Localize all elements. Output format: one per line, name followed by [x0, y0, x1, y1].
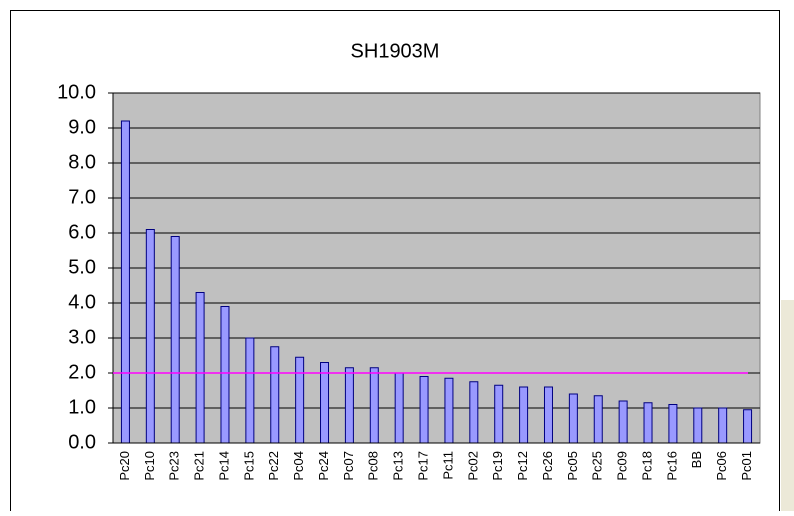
- x-tick-label: Pc02: [465, 451, 480, 481]
- x-tick-label: Pc04: [291, 451, 306, 481]
- x-tick-label: Pc23: [167, 451, 182, 481]
- y-tick-label: 6.0: [68, 221, 96, 243]
- bar: [419, 376, 429, 444]
- bar: [543, 386, 553, 444]
- x-tick-label: Pc17: [415, 451, 430, 481]
- x-tick-label: Pc13: [391, 451, 406, 481]
- x-tick-label: Pc16: [664, 451, 679, 481]
- bar: [320, 362, 330, 444]
- x-tick-label: Pc08: [366, 451, 381, 481]
- bar: [593, 395, 603, 444]
- bar: [718, 407, 728, 444]
- bar: [344, 367, 354, 444]
- bar: [394, 372, 404, 444]
- x-tick-label: Pc14: [216, 451, 231, 481]
- bar: [668, 404, 678, 444]
- bar: [220, 306, 230, 444]
- bar: [295, 356, 305, 444]
- bar: [145, 229, 155, 444]
- y-tick-label: 7.0: [68, 186, 96, 208]
- bar: [195, 292, 205, 444]
- x-tick-label: Pc21: [192, 451, 207, 481]
- y-tick-label: 4.0: [68, 291, 96, 313]
- x-tick-label: Pc15: [241, 451, 256, 481]
- bar: [618, 400, 628, 444]
- x-tick-label: BB: [689, 451, 704, 468]
- bar: [270, 346, 280, 444]
- bar: [743, 409, 753, 444]
- bar: [245, 337, 255, 444]
- y-tick-label: 8.0: [68, 151, 96, 173]
- x-tick-label: Pc01: [739, 451, 754, 481]
- x-tick-label: Pc26: [540, 451, 555, 481]
- y-tick-label: 1.0: [68, 396, 96, 418]
- x-tick-label: Pc06: [714, 451, 729, 481]
- bar: [444, 377, 454, 444]
- y-tick-label: 0.0: [68, 431, 96, 453]
- bar: [643, 402, 653, 444]
- x-tick-label: Pc18: [639, 451, 654, 481]
- x-tick-label: Pc24: [316, 451, 331, 481]
- x-tick-label: Pc20: [117, 451, 132, 481]
- bar: [693, 407, 703, 444]
- scrollbar: [781, 300, 794, 511]
- x-tick-label: Pc05: [565, 451, 580, 481]
- x-tick-label: Pc22: [266, 451, 281, 481]
- y-tick-label: 3.0: [68, 326, 96, 348]
- y-tick-label: 5.0: [68, 256, 96, 278]
- bar: [469, 381, 479, 444]
- bar: [369, 367, 379, 444]
- bar: [170, 236, 180, 444]
- bar: [568, 393, 578, 444]
- bar: [494, 384, 504, 444]
- y-tick-label: 2.0: [68, 361, 96, 383]
- x-tick-label: Pc10: [142, 451, 157, 481]
- x-tick-label: Pc07: [341, 451, 356, 481]
- chart-title: SH1903M: [351, 40, 440, 62]
- bar: [120, 120, 130, 444]
- y-tick-label: 9.0: [68, 116, 96, 138]
- x-tick-label: Pc09: [615, 451, 630, 481]
- y-tick-label: 10.0: [57, 81, 96, 103]
- x-tick-label: Pc11: [440, 451, 455, 480]
- x-tick-label: Pc12: [515, 451, 530, 481]
- x-tick-label: Pc19: [490, 451, 505, 481]
- bar: [519, 386, 529, 444]
- x-tick-label: Pc25: [590, 451, 605, 481]
